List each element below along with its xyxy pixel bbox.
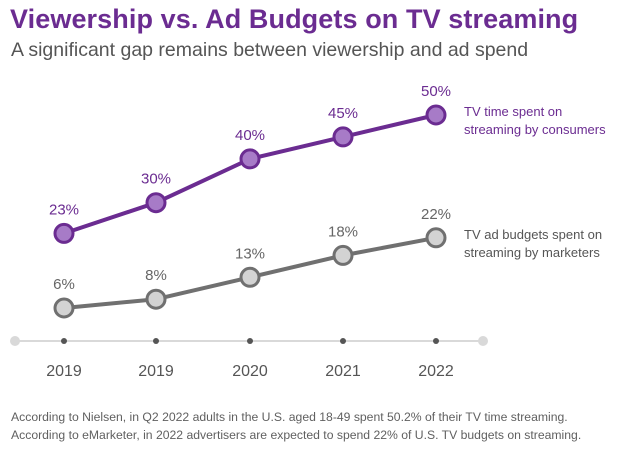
data-label-consumers: 30% — [141, 171, 171, 188]
data-point-consumers — [53, 222, 75, 244]
series-name-consumers: TV time spent on — [464, 104, 562, 119]
data-point-consumers — [332, 126, 354, 148]
x-tick-label: 2019 — [46, 363, 82, 380]
x-tick-label: 2022 — [418, 363, 454, 380]
x-tick-dot — [153, 338, 159, 344]
series-name-marketers: TV ad budgets spent on — [464, 227, 602, 242]
data-point-marketers — [145, 288, 167, 310]
x-tick-label: 2019 — [138, 363, 174, 380]
x-tick-label: 2021 — [325, 363, 361, 380]
data-label-marketers: 8% — [145, 267, 167, 284]
chart-subtitle: A significant gap remains between viewer… — [11, 39, 529, 61]
data-label-consumers: 23% — [49, 201, 79, 218]
x-tick-dot — [433, 338, 439, 344]
series-marketers: 6% 8% 13% 18% 22% TV ad budgets spent on strea… — [53, 206, 602, 319]
data-label-marketers: 22% — [421, 206, 451, 223]
data-label-marketers: 6% — [53, 276, 75, 293]
footnotes: According to Nielsen, in Q2 2022 adults … — [11, 408, 581, 444]
data-point-consumers — [239, 148, 261, 170]
data-point-marketers — [53, 297, 75, 319]
x-tick-dot — [340, 338, 346, 344]
data-label-marketers: 18% — [328, 223, 358, 240]
x-axis-start-cap — [10, 336, 20, 346]
data-point-consumers — [145, 192, 167, 214]
data-point-marketers — [332, 244, 354, 266]
data-point-marketers — [239, 266, 261, 288]
series-layer: 23% 30% 40% 45% 50% TV time spent on streaming… — [49, 83, 606, 319]
chart-title: Viewership vs. Ad Budgets on TV streamin… — [10, 4, 579, 34]
line-chart: 2019 2019 2020 2021 2022 23% 30% 40% 45% 50% TV t… — [10, 83, 606, 380]
footnote-emarketer: According to eMarketer, in 2022 advertis… — [11, 428, 582, 442]
footnote-nielsen: According to Nielsen, in Q2 2022 adults … — [11, 410, 568, 424]
data-point-marketers — [425, 227, 447, 249]
data-label-marketers: 13% — [235, 245, 265, 262]
series-name-marketers: streaming by marketers — [464, 245, 600, 260]
x-tick-label: 2020 — [232, 363, 268, 380]
series-name-consumers: streaming by consumers — [464, 122, 606, 137]
x-axis-ticks: 2019 2019 2020 2021 2022 — [46, 338, 454, 380]
x-tick-dot — [247, 338, 253, 344]
data-label-consumers: 45% — [328, 105, 358, 122]
data-point-consumers — [425, 104, 447, 126]
x-tick-dot — [61, 338, 67, 344]
x-axis-end-cap — [478, 336, 488, 346]
series-consumers: 23% 30% 40% 45% 50% TV time spent on streaming… — [49, 83, 606, 244]
data-label-consumers: 50% — [421, 83, 451, 100]
data-label-consumers: 40% — [235, 127, 265, 144]
